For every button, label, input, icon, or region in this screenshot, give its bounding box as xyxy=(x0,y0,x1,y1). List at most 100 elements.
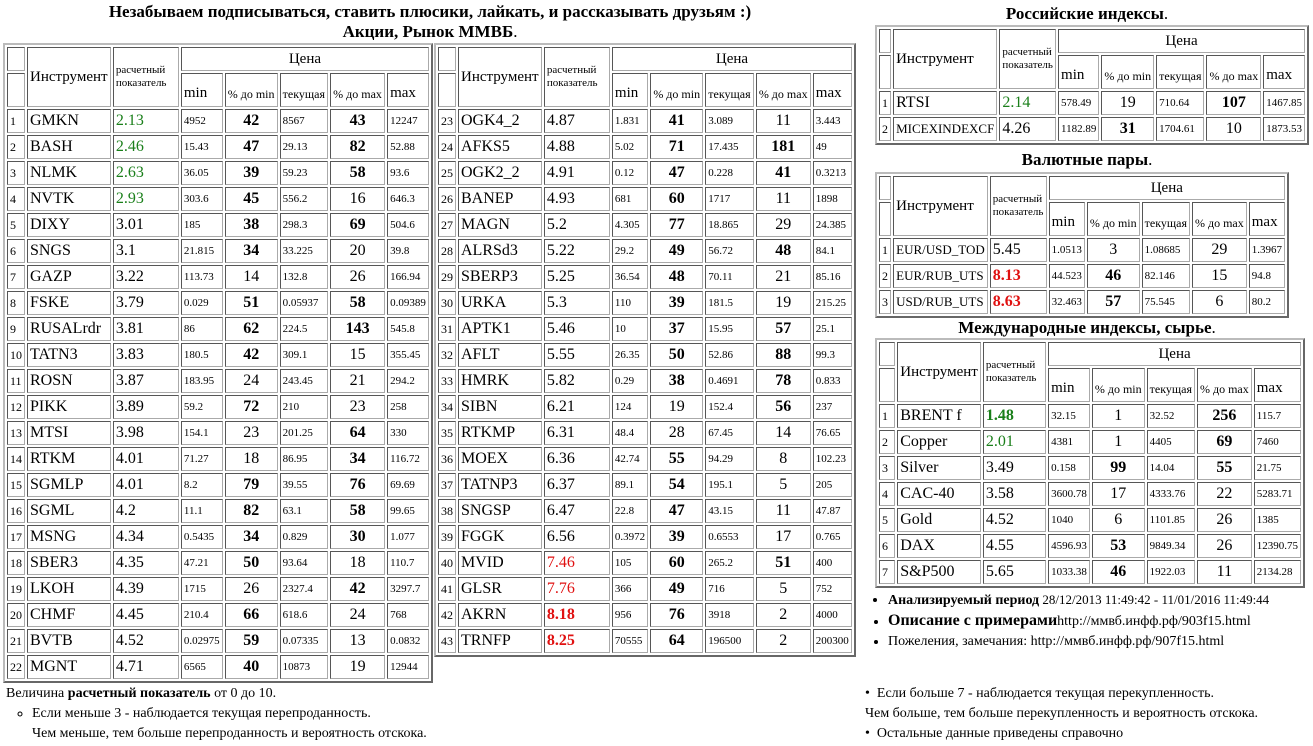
instrument-name[interactable]: OGK4_2 xyxy=(458,109,542,133)
instrument-name[interactable]: MICEXINDEXCF xyxy=(893,117,998,141)
table-row[interactable]: 37 TATNP3 6.37 89.1 54 195.1 5 205 xyxy=(438,473,852,497)
table-row[interactable]: 43 TRNFP 8.25 70555 64 196500 2 200300 xyxy=(438,629,852,653)
table-row[interactable]: 3 Silver 3.49 0.158 99 14.04 55 21.75 xyxy=(879,456,1301,480)
instrument-name[interactable]: HMRK xyxy=(458,369,542,393)
table-row[interactable]: 32 AFLT 5.55 26.35 50 52.86 88 99.3 xyxy=(438,343,852,367)
instrument-name[interactable]: MGNT xyxy=(27,655,111,679)
instrument-name[interactable]: SBER3 xyxy=(27,551,111,575)
table-row[interactable]: 27 MAGN 5.2 4.305 77 18.865 29 24.385 xyxy=(438,213,852,237)
table-row[interactable]: 26 BANEP 4.93 681 60 1717 11 1898 xyxy=(438,187,852,211)
table-row[interactable]: 11 ROSN 3.87 183.95 24 243.45 21 294.2 xyxy=(7,369,429,393)
table-row[interactable]: 39 FGGK 6.56 0.3972 39 0.6553 17 0.765 xyxy=(438,525,852,549)
table-row[interactable]: 2 MICEXINDEXCF 4.26 1182.89 31 1704.61 10 1873.… xyxy=(879,117,1305,141)
table-row[interactable]: 7 GAZP 3.22 113.73 14 132.8 26 166.94 xyxy=(7,265,429,289)
table-row[interactable]: 5 Gold 4.52 1040 6 1101.85 26 1385 xyxy=(879,508,1301,532)
table-row[interactable]: 15 SGMLP 4.01 8.2 79 39.55 76 69.69 xyxy=(7,473,429,497)
table-row[interactable]: 6 DAX 4.55 4596.93 53 9849.34 26 12390.75 xyxy=(879,534,1301,558)
instrument-name[interactable]: Gold xyxy=(897,508,981,532)
table-row[interactable]: 21 BVTB 4.52 0.02975 59 0.07335 13 0.0832 xyxy=(7,629,429,653)
table-row[interactable]: 2 EUR/RUB_UTS 8.13 44.523 46 82.146 15 94.8 xyxy=(879,264,1285,288)
table-row[interactable]: 28 ALRSd3 5.22 29.2 49 56.72 48 84.1 xyxy=(438,239,852,263)
instrument-name[interactable]: BASH xyxy=(27,135,111,159)
table-row[interactable]: 35 RTKMP 6.31 48.4 28 67.45 14 76.65 xyxy=(438,421,852,445)
instrument-name[interactable]: ALRSd3 xyxy=(458,239,542,263)
instrument-name[interactable]: URKA xyxy=(458,291,542,315)
instrument-name[interactable]: TRNFP xyxy=(458,629,542,653)
table-row[interactable]: 30 URKA 5.3 110 39 181.5 19 215.25 xyxy=(438,291,852,315)
instrument-name[interactable]: GLSR xyxy=(458,577,542,601)
table-row[interactable]: 4 NVTK 2.93 303.6 45 556.2 16 646.3 xyxy=(7,187,429,211)
instrument-name[interactable]: TATNP3 xyxy=(458,473,542,497)
table-row[interactable]: 9 RUSALrdr 3.81 86 62 224.5 143 545.8 xyxy=(7,317,429,341)
table-row[interactable]: 36 MOEX 6.36 42.74 55 94.29 8 102.23 xyxy=(438,447,852,471)
instrument-name[interactable]: DIXY xyxy=(27,213,111,237)
table-row[interactable]: 4 CAC-40 3.58 3600.78 17 4333.76 22 5283.71 xyxy=(879,482,1301,506)
table-row[interactable]: 23 OGK4_2 4.87 1.831 41 3.089 11 3.443 xyxy=(438,109,852,133)
table-row[interactable]: 34 SIBN 6.21 124 19 152.4 56 237 xyxy=(438,395,852,419)
instrument-name[interactable]: MTSI xyxy=(27,421,111,445)
table-row[interactable]: 19 LKOH 4.39 1715 26 2327.4 42 3297.7 xyxy=(7,577,429,601)
table-row[interactable]: 17 MSNG 4.34 0.5435 34 0.829 30 1.077 xyxy=(7,525,429,549)
instrument-name[interactable]: EUR/RUB_UTS xyxy=(893,264,988,288)
table-row[interactable]: 7 S&P500 5.65 1033.38 46 1922.03 11 2134.28 xyxy=(879,560,1301,584)
instrument-name[interactable]: EUR/USD_TOD xyxy=(893,238,988,262)
instrument-name[interactable]: OGK2_2 xyxy=(458,161,542,185)
instrument-name[interactable]: SNGSP xyxy=(458,499,542,523)
table-row[interactable]: 38 SNGSP 6.47 22.8 47 43.15 11 47.87 xyxy=(438,499,852,523)
instrument-name[interactable]: AFLT xyxy=(458,343,542,367)
table-row[interactable]: 40 MVID 7.46 105 60 265.2 51 400 xyxy=(438,551,852,575)
instrument-name[interactable]: CAC-40 xyxy=(897,482,981,506)
table-row[interactable]: 1 GMKN 2.13 4952 42 8567 43 12247 xyxy=(7,109,429,133)
instrument-name[interactable]: CHMF xyxy=(27,603,111,627)
table-row[interactable]: 24 AFKS5 4.88 5.02 71 17.435 181 49 xyxy=(438,135,852,159)
instrument-name[interactable]: SNGS xyxy=(27,239,111,263)
table-row[interactable]: 3 NLMK 2.63 36.05 39 59.23 58 93.6 xyxy=(7,161,429,185)
table-row[interactable]: 1 BRENT f 1.48 32.15 1 32.52 256 115.7 xyxy=(879,404,1301,428)
table-row[interactable]: 13 MTSI 3.98 154.1 23 201.25 64 330 xyxy=(7,421,429,445)
table-row[interactable]: 10 TATN3 3.83 180.5 42 309.1 15 355.45 xyxy=(7,343,429,367)
instrument-name[interactable]: BVTB xyxy=(27,629,111,653)
table-row[interactable]: 6 SNGS 3.1 21.815 34 33.225 20 39.8 xyxy=(7,239,429,263)
table-row[interactable]: 41 GLSR 7.76 366 49 716 5 752 xyxy=(438,577,852,601)
instrument-name[interactable]: NVTK xyxy=(27,187,111,211)
instrument-name[interactable]: TATN3 xyxy=(27,343,111,367)
table-row[interactable]: 33 HMRK 5.82 0.29 38 0.4691 78 0.833 xyxy=(438,369,852,393)
table-row[interactable]: 14 RTKM 4.01 71.27 18 86.95 34 116.72 xyxy=(7,447,429,471)
table-row[interactable]: 8 FSKE 3.79 0.029 51 0.05937 58 0.09389 xyxy=(7,291,429,315)
table-row[interactable]: 29 SBERP3 5.25 36.54 48 70.11 21 85.16 xyxy=(438,265,852,289)
table-row[interactable]: 2 Copper 2.01 4381 1 4405 69 7460 xyxy=(879,430,1301,454)
instrument-name[interactable]: PIKK xyxy=(27,395,111,419)
instrument-name[interactable]: FGGK xyxy=(458,525,542,549)
table-row[interactable]: 3 USD/RUB_UTS 8.63 32.463 57 75.545 6 80.2 xyxy=(879,290,1285,314)
instrument-name[interactable]: BANEP xyxy=(458,187,542,211)
instrument-name[interactable]: GMKN xyxy=(27,109,111,133)
desc-link[interactable]: http://ммвб.инфф.рф/903f15.html xyxy=(1057,614,1251,629)
instrument-name[interactable]: APTK1 xyxy=(458,317,542,341)
instrument-name[interactable]: RTKMP xyxy=(458,421,542,445)
instrument-name[interactable]: MSNG xyxy=(27,525,111,549)
table-row[interactable]: 22 MGNT 4.71 6565 40 10873 19 12944 xyxy=(7,655,429,679)
instrument-name[interactable]: Silver xyxy=(897,456,981,480)
table-row[interactable]: 1 EUR/USD_TOD 5.45 1.0513 3 1.08685 29 1.3967 xyxy=(879,238,1285,262)
instrument-name[interactable]: LKOH xyxy=(27,577,111,601)
instrument-name[interactable]: MVID xyxy=(458,551,542,575)
table-row[interactable]: 18 SBER3 4.35 47.21 50 93.64 18 110.7 xyxy=(7,551,429,575)
instrument-name[interactable]: S&P500 xyxy=(897,560,981,584)
table-row[interactable]: 12 PIKK 3.89 59.2 72 210 23 258 xyxy=(7,395,429,419)
instrument-name[interactable]: SIBN xyxy=(458,395,542,419)
table-row[interactable]: 1 RTSI 2.14 578.49 19 710.64 107 1467.85 xyxy=(879,91,1305,115)
instrument-name[interactable]: AKRN xyxy=(458,603,542,627)
table-row[interactable]: 42 AKRN 8.18 956 76 3918 2 4000 xyxy=(438,603,852,627)
table-row[interactable]: 16 SGML 4.2 11.1 82 63.1 58 99.65 xyxy=(7,499,429,523)
instrument-name[interactable]: NLMK xyxy=(27,161,111,185)
table-row[interactable]: 5 DIXY 3.01 185 38 298.3 69 504.6 xyxy=(7,213,429,237)
instrument-name[interactable]: AFKS5 xyxy=(458,135,542,159)
instrument-name[interactable]: MAGN xyxy=(458,213,542,237)
instrument-name[interactable]: DAX xyxy=(897,534,981,558)
instrument-name[interactable]: SBERP3 xyxy=(458,265,542,289)
instrument-name[interactable]: SGMLP xyxy=(27,473,111,497)
table-row[interactable]: 2 BASH 2.46 15.43 47 29.13 82 52.88 xyxy=(7,135,429,159)
instrument-name[interactable]: FSKE xyxy=(27,291,111,315)
instrument-name[interactable]: MOEX xyxy=(458,447,542,471)
instrument-name[interactable]: ROSN xyxy=(27,369,111,393)
